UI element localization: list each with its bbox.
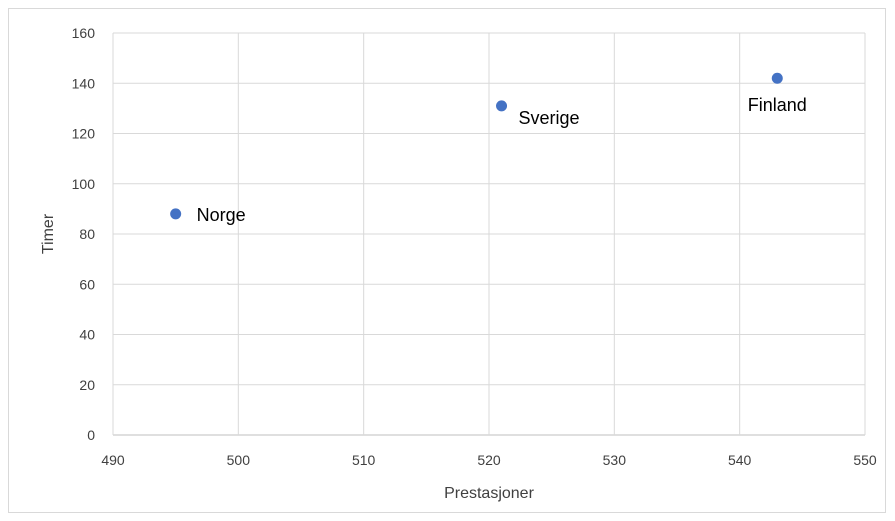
y-tick-label: 60 [79, 276, 95, 292]
data-point-label: Sverige [519, 108, 580, 128]
y-tick-label: 100 [72, 176, 96, 192]
data-point-marker [496, 100, 508, 112]
x-tick-label: 500 [227, 452, 251, 468]
grid [112, 32, 866, 436]
tick-labels: 0 20 40 60 80 100 120 140 160 490 500 510 520 530 540 5… [72, 25, 877, 468]
y-axis-title: Timer [40, 213, 57, 254]
y-tick-label: 160 [72, 25, 96, 41]
y-tick-label: 140 [72, 75, 96, 91]
x-axis-title: Prestasjoner [444, 485, 534, 502]
data-points: Norge Sverige Finland [170, 72, 807, 225]
y-tick-label: 80 [79, 226, 95, 242]
x-tick-label: 550 [853, 452, 877, 468]
data-point-marker [771, 72, 783, 84]
y-tick-label: 40 [79, 327, 95, 343]
data-point-marker [170, 208, 182, 220]
x-tick-label: 490 [101, 452, 125, 468]
x-tick-label: 510 [352, 452, 376, 468]
data-point-label: Norge [197, 205, 246, 225]
y-tick-label: 120 [72, 126, 96, 142]
y-tick-label: 0 [87, 427, 95, 443]
y-tick-label: 20 [79, 377, 95, 393]
x-tick-label: 520 [477, 452, 501, 468]
data-point-label: Finland [748, 95, 807, 115]
x-tick-label: 530 [603, 452, 627, 468]
x-tick-label: 540 [728, 452, 752, 468]
